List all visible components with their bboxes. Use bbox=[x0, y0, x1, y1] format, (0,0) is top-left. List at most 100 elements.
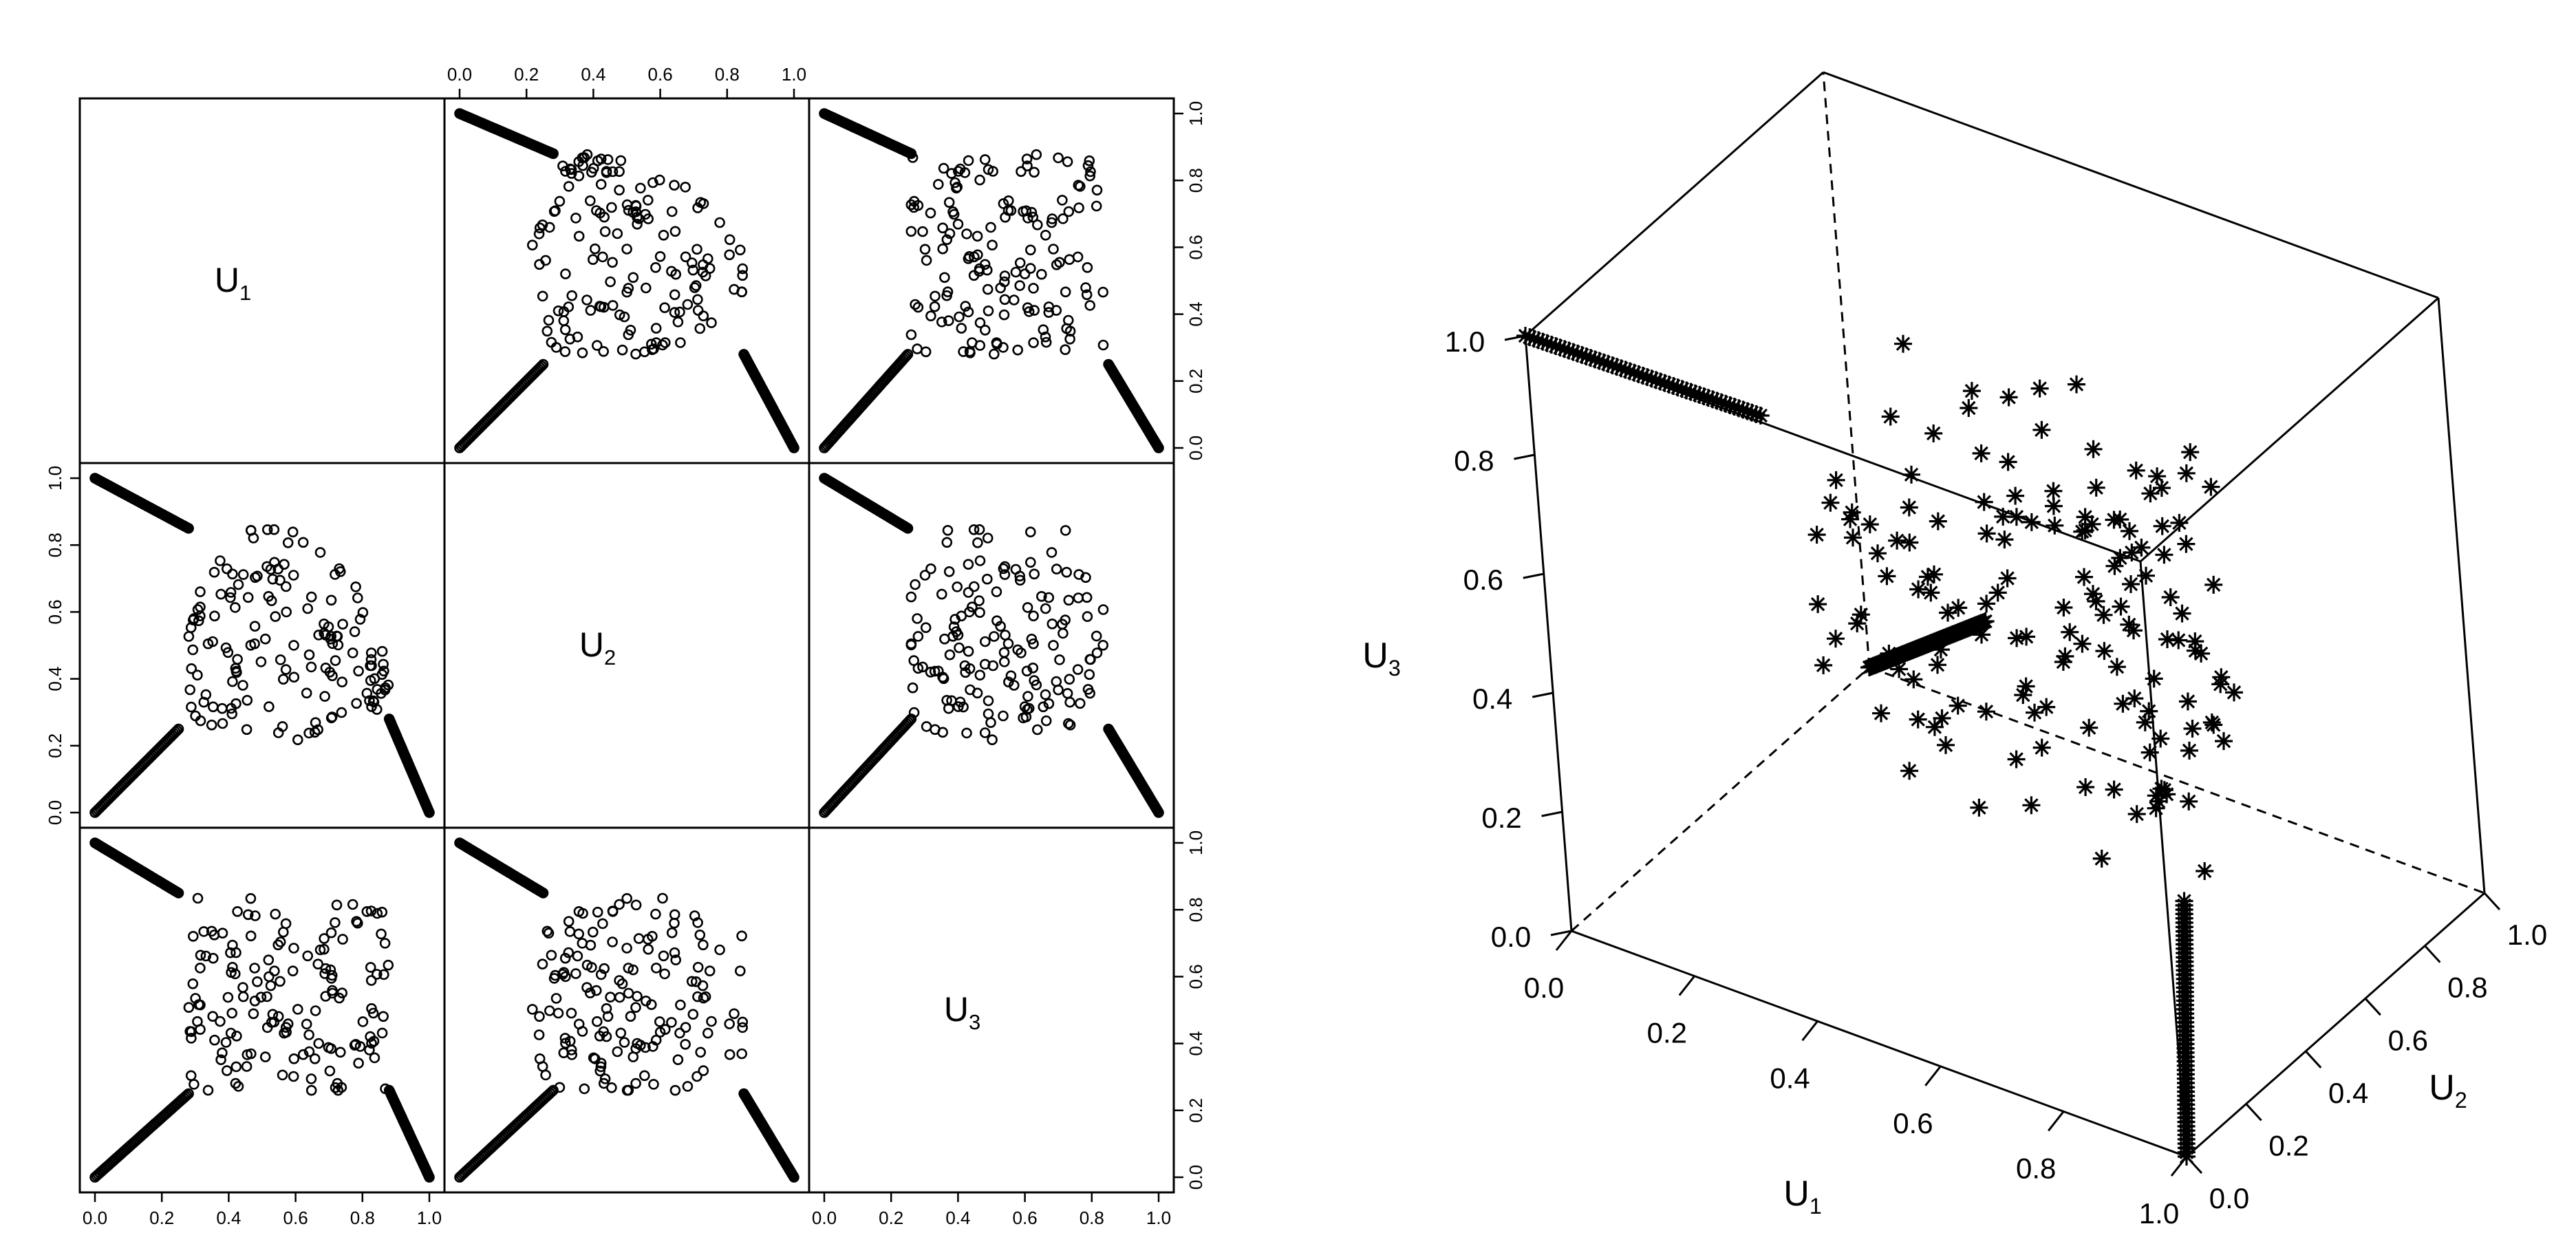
point bbox=[232, 654, 243, 665]
point bbox=[2151, 729, 2170, 748]
point bbox=[737, 263, 749, 275]
point bbox=[947, 206, 958, 217]
point bbox=[1085, 654, 1096, 665]
point bbox=[974, 555, 986, 566]
tick-label: 0.4 bbox=[1472, 683, 1512, 715]
point bbox=[2132, 538, 2151, 557]
point bbox=[1029, 305, 1040, 316]
point bbox=[280, 664, 292, 675]
point bbox=[2022, 796, 2041, 815]
point bbox=[979, 658, 991, 670]
point bbox=[974, 669, 986, 681]
point bbox=[595, 969, 607, 980]
point bbox=[1894, 334, 1912, 353]
point bbox=[1046, 547, 1058, 558]
point bbox=[263, 954, 275, 965]
point bbox=[901, 350, 912, 362]
point bbox=[1036, 590, 1047, 602]
point bbox=[1091, 184, 1103, 196]
point bbox=[550, 993, 562, 1004]
point bbox=[192, 892, 204, 904]
point bbox=[1040, 715, 1052, 727]
point bbox=[979, 727, 991, 738]
point bbox=[972, 537, 983, 548]
point bbox=[227, 676, 238, 687]
point bbox=[352, 592, 363, 603]
axis-u1: 0.0 0.2 0.4 0.6 0.8 1.0 bbox=[1524, 930, 2188, 1230]
point bbox=[2030, 379, 2049, 398]
point bbox=[537, 219, 548, 230]
point bbox=[424, 807, 435, 818]
point bbox=[912, 200, 924, 211]
point bbox=[378, 969, 389, 980]
point bbox=[694, 930, 706, 941]
point bbox=[1021, 665, 1033, 677]
point bbox=[266, 1017, 277, 1028]
point bbox=[1977, 594, 1996, 613]
box-edge-hidden bbox=[1869, 666, 2485, 894]
point bbox=[325, 927, 337, 938]
point bbox=[320, 662, 332, 674]
point bbox=[237, 982, 248, 993]
point bbox=[371, 969, 383, 980]
tick-label: 0.6 bbox=[1463, 564, 1503, 596]
point bbox=[541, 925, 553, 937]
point bbox=[729, 1008, 740, 1020]
point bbox=[985, 717, 996, 728]
point bbox=[969, 581, 980, 592]
tick-label: 0.6 bbox=[2388, 1024, 2428, 1056]
point bbox=[1000, 211, 1011, 223]
point bbox=[1022, 691, 1033, 702]
point bbox=[1844, 528, 1862, 547]
point bbox=[1995, 530, 2014, 549]
point bbox=[312, 958, 324, 969]
point bbox=[288, 672, 300, 683]
point bbox=[974, 266, 985, 277]
point bbox=[597, 918, 608, 930]
point bbox=[599, 226, 611, 237]
point bbox=[648, 1079, 659, 1090]
point bbox=[208, 566, 220, 578]
point bbox=[573, 170, 585, 182]
point bbox=[627, 272, 639, 283]
point bbox=[735, 244, 746, 256]
point bbox=[1084, 170, 1095, 182]
point bbox=[1064, 333, 1075, 345]
point bbox=[2137, 566, 2155, 585]
point bbox=[595, 301, 607, 312]
point bbox=[672, 1054, 684, 1065]
point bbox=[303, 727, 314, 739]
point bbox=[700, 270, 711, 281]
point bbox=[366, 701, 377, 712]
point bbox=[255, 991, 267, 1002]
bottom-axis-u3: 0.0 0.2 0.4 0.6 0.8 1.0 bbox=[812, 1192, 1171, 1228]
point bbox=[925, 207, 936, 219]
point bbox=[275, 976, 286, 987]
point bbox=[989, 348, 1000, 360]
tick-label: 0.6 bbox=[1893, 1107, 1933, 1139]
panel-r2-c2: U2 bbox=[443, 462, 811, 829]
point bbox=[1975, 493, 1993, 511]
point bbox=[270, 611, 281, 622]
point bbox=[305, 1073, 317, 1084]
point bbox=[1994, 507, 2012, 526]
point bbox=[1999, 453, 2017, 471]
point bbox=[974, 317, 986, 328]
point bbox=[669, 180, 680, 191]
point bbox=[1025, 263, 1036, 274]
point bbox=[269, 965, 280, 976]
tick-label: 0.2 bbox=[45, 733, 65, 758]
point bbox=[675, 999, 686, 1011]
point bbox=[270, 908, 281, 920]
point bbox=[2095, 642, 2114, 661]
point bbox=[736, 1048, 747, 1060]
point bbox=[310, 1005, 321, 1016]
point bbox=[195, 586, 206, 597]
point bbox=[2121, 522, 2138, 540]
point bbox=[1063, 314, 1074, 326]
point bbox=[563, 181, 575, 192]
point bbox=[1043, 698, 1055, 709]
point bbox=[2032, 420, 2051, 439]
diag-label-u2: U2 bbox=[579, 625, 616, 669]
point bbox=[2068, 375, 2085, 394]
